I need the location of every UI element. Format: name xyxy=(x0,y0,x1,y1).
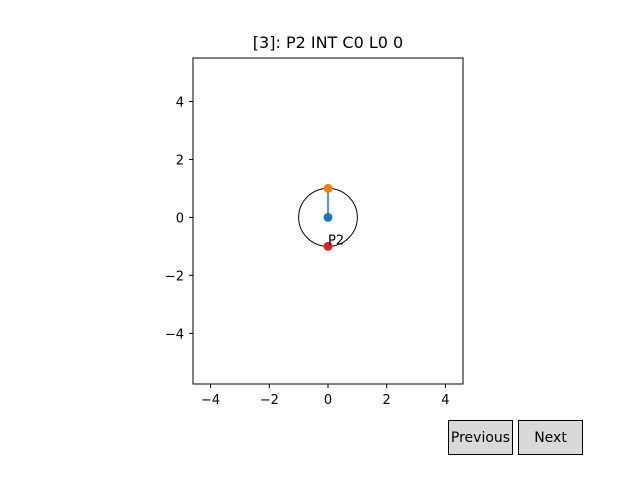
y-tick-label: −4 xyxy=(165,327,184,342)
previous-button[interactable]: Previous xyxy=(448,420,513,455)
plot-title: [3]: P2 INT C0 L0 0 xyxy=(252,33,404,52)
x-tick-label: 2 xyxy=(383,393,391,408)
point-annotation: P2 xyxy=(328,234,344,249)
y-tick-label: 0 xyxy=(176,211,184,226)
data-point xyxy=(323,212,333,222)
data-point xyxy=(323,241,333,251)
x-tick-label: 4 xyxy=(441,393,449,408)
y-tick-label: −2 xyxy=(165,269,184,284)
next-button[interactable]: Next xyxy=(518,420,583,455)
data-point xyxy=(323,183,333,193)
x-tick-label: −2 xyxy=(260,393,279,408)
x-tick-label: −4 xyxy=(201,393,220,408)
y-tick-label: 4 xyxy=(176,95,184,110)
y-tick-label: 2 xyxy=(176,153,184,168)
x-tick-label: 0 xyxy=(324,393,332,408)
